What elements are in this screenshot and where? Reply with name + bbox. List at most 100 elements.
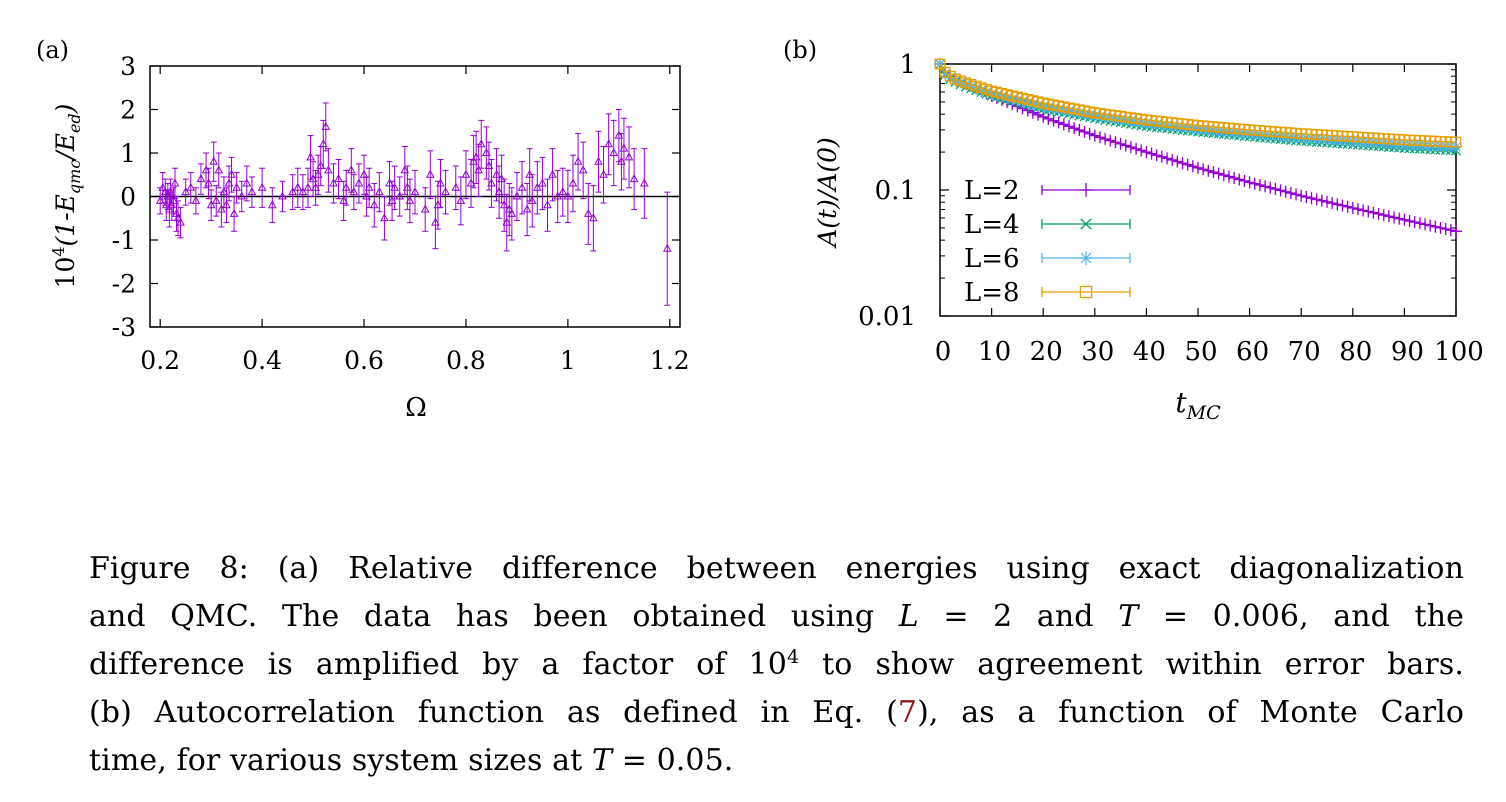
a-triangle-marker <box>436 178 445 187</box>
a-triangle-marker <box>522 204 532 213</box>
a-triangle-marker <box>617 156 626 165</box>
a-xtick-label: 0.2 <box>140 346 180 375</box>
b-legend-label: L=6 <box>964 244 1020 274</box>
a-data-point <box>482 126 491 180</box>
b-marker <box>1284 187 1297 200</box>
b-marker <box>1093 131 1106 144</box>
panel-b-y-ticks: 0.01 0.1 1 <box>858 50 1456 332</box>
a-ytick-label: 2 <box>120 96 136 125</box>
a-triangle-marker <box>662 243 672 252</box>
a-triangle-marker <box>387 195 397 204</box>
a-triangle-marker <box>461 169 471 178</box>
b-marker <box>1434 221 1447 234</box>
a-data-point <box>624 126 634 189</box>
b-marker <box>1181 158 1194 171</box>
b-marker <box>1140 146 1153 159</box>
a-triangle-marker <box>599 169 608 178</box>
b-marker <box>1212 167 1225 180</box>
a-data-point <box>278 180 287 213</box>
a-data-point <box>573 132 583 191</box>
equation-reference-link[interactable]: 7 <box>897 695 918 730</box>
a-triangle-marker <box>211 195 221 204</box>
a-triangle-marker <box>532 182 542 191</box>
a-data-point <box>543 178 552 232</box>
b-legend-marker <box>1080 218 1092 230</box>
a-triangle-marker <box>209 156 219 165</box>
a-data-point <box>594 130 603 193</box>
a-triangle-marker <box>619 143 629 152</box>
b-marker <box>1290 188 1303 201</box>
caption-line-2: and QMC. The data has been obtained usin… <box>89 599 1464 634</box>
b-marker <box>1109 136 1122 149</box>
a-data-point <box>436 159 445 208</box>
a-data-point <box>441 169 450 215</box>
b-xtick-label: 10 <box>978 337 1011 367</box>
a-triangle-marker <box>169 195 178 204</box>
b-marker <box>1088 129 1101 142</box>
a-triangle-marker <box>219 187 229 196</box>
panel-b-label: (b) <box>783 36 817 64</box>
b-marker <box>1186 160 1199 173</box>
a-triangle-marker <box>217 204 226 213</box>
a-data-point <box>604 113 613 176</box>
b-marker <box>1253 179 1266 192</box>
a-triangle-marker <box>229 208 239 217</box>
a-triangle-marker <box>201 165 211 174</box>
a-data-point <box>191 187 201 215</box>
b-marker <box>1295 189 1308 202</box>
a-data-point <box>242 165 252 202</box>
a-triangle-marker <box>346 165 356 174</box>
a-triangle-marker <box>507 208 517 217</box>
b-marker <box>1083 127 1096 140</box>
a-data-point <box>380 196 389 241</box>
a-triangle-marker <box>204 178 213 187</box>
a-triangle-marker <box>267 200 277 209</box>
b-xtick-label: 20 <box>1030 337 1063 367</box>
a-data-point <box>369 182 379 228</box>
a-data-point <box>158 172 168 204</box>
a-triangle-marker <box>476 139 486 148</box>
a-triangle-marker <box>165 204 174 213</box>
panel-b-xlabel: tMC <box>1175 386 1221 424</box>
a-data-point <box>222 187 231 224</box>
panel-a-xlabel: Ω <box>405 393 427 423</box>
a-triangle-marker <box>420 204 430 213</box>
a-data-point <box>324 148 333 193</box>
panel-a: (a) -3 -2 -1 0 1 2 3 0.2 0.4 0.6 0.8 1 1.2 Ω 104(1-… <box>36 36 690 423</box>
b-series-L=8 <box>934 58 1462 148</box>
a-data-point <box>589 185 598 252</box>
a-triangle-marker <box>374 187 384 196</box>
a-data-point <box>395 176 405 217</box>
a-data-point <box>568 154 578 213</box>
b-marker <box>1310 193 1323 206</box>
a-data-point <box>196 163 206 195</box>
a-data-point <box>288 174 298 211</box>
a-triangle-marker <box>614 130 624 139</box>
a-data-point <box>204 167 213 200</box>
a-triangle-marker <box>334 174 343 183</box>
a-triangle-marker <box>563 191 573 200</box>
b-marker <box>1321 195 1333 208</box>
b-marker <box>1037 110 1050 123</box>
a-data-point <box>617 132 626 191</box>
b-marker <box>1419 218 1432 231</box>
b-marker <box>1063 120 1075 133</box>
a-data-point <box>229 196 239 232</box>
panel-b: (b) 0.010.11 0 10 20 30 40 50 60 70 80 90 100 L=2L… <box>783 36 1484 424</box>
panel-b-series <box>934 58 1462 238</box>
b-xtick-label: 70 <box>1288 337 1321 367</box>
a-triangle-marker <box>308 174 318 183</box>
b-marker <box>1408 216 1421 229</box>
a-triangle-marker <box>431 217 440 226</box>
b-xtick-label: 50 <box>1184 337 1217 367</box>
figure: (a) -3 -2 -1 0 1 2 3 0.2 0.4 0.6 0.8 1 1.2 Ω 104(1-… <box>36 36 1484 424</box>
b-marker <box>1305 192 1318 205</box>
b-marker <box>1238 174 1251 187</box>
a-data-point <box>201 152 211 189</box>
a-triangle-marker <box>227 169 236 178</box>
b-marker <box>1413 217 1426 230</box>
a-triangle-marker <box>451 182 461 191</box>
a-data-point <box>425 150 435 200</box>
a-triangle-marker <box>504 204 514 213</box>
a-triangle-marker <box>176 217 185 226</box>
